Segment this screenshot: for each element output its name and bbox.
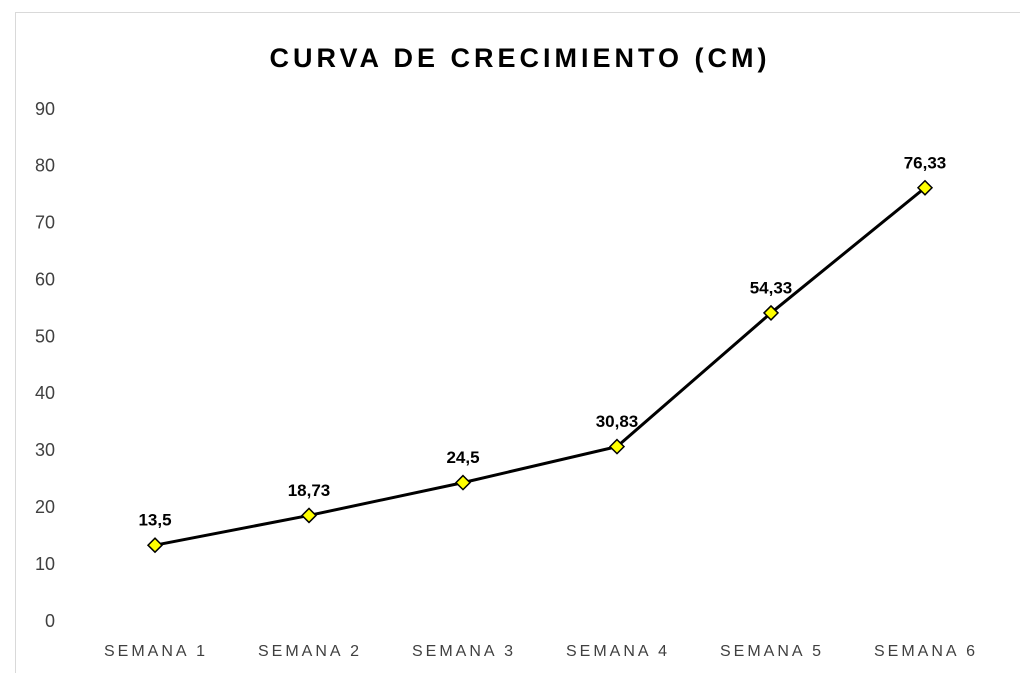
y-tick-label: 10 bbox=[35, 554, 55, 574]
y-tick-label: 0 bbox=[45, 611, 55, 631]
marker bbox=[608, 438, 626, 455]
data-label: 30,83 bbox=[596, 412, 639, 431]
chart-border bbox=[15, 12, 1020, 673]
data-label: 24,5 bbox=[446, 448, 479, 467]
marker bbox=[916, 179, 934, 196]
chart-title: CURVA DE CRECIMIENTO (CM) bbox=[269, 43, 770, 73]
x-tick-label: SEMANA 1 bbox=[104, 643, 208, 660]
x-tick-label: SEMANA 4 bbox=[566, 643, 670, 660]
y-tick-label: 80 bbox=[35, 156, 55, 176]
data-label: 76,33 bbox=[904, 153, 947, 172]
y-tick-label: 50 bbox=[35, 326, 55, 346]
y-tick-label: 90 bbox=[35, 99, 55, 119]
x-tick-label: SEMANA 2 bbox=[258, 643, 362, 660]
marker bbox=[762, 304, 780, 321]
x-tick-label: SEMANA 6 bbox=[874, 643, 978, 660]
x-tick-label: SEMANA 5 bbox=[720, 643, 824, 660]
data-label: 13,5 bbox=[138, 511, 171, 530]
y-tick-label: 70 bbox=[35, 213, 55, 233]
marker bbox=[146, 537, 164, 554]
y-tick-label: 40 bbox=[35, 383, 55, 403]
y-tick-label: 30 bbox=[35, 440, 55, 460]
x-tick-label: SEMANA 3 bbox=[412, 643, 516, 660]
line bbox=[154, 186, 926, 547]
y-tick-label: 60 bbox=[35, 269, 55, 289]
data-label: 54,33 bbox=[750, 278, 793, 297]
data-label: 18,73 bbox=[288, 481, 331, 500]
y-tick-label: 20 bbox=[35, 497, 55, 517]
marker bbox=[300, 507, 318, 524]
marker bbox=[454, 474, 472, 491]
